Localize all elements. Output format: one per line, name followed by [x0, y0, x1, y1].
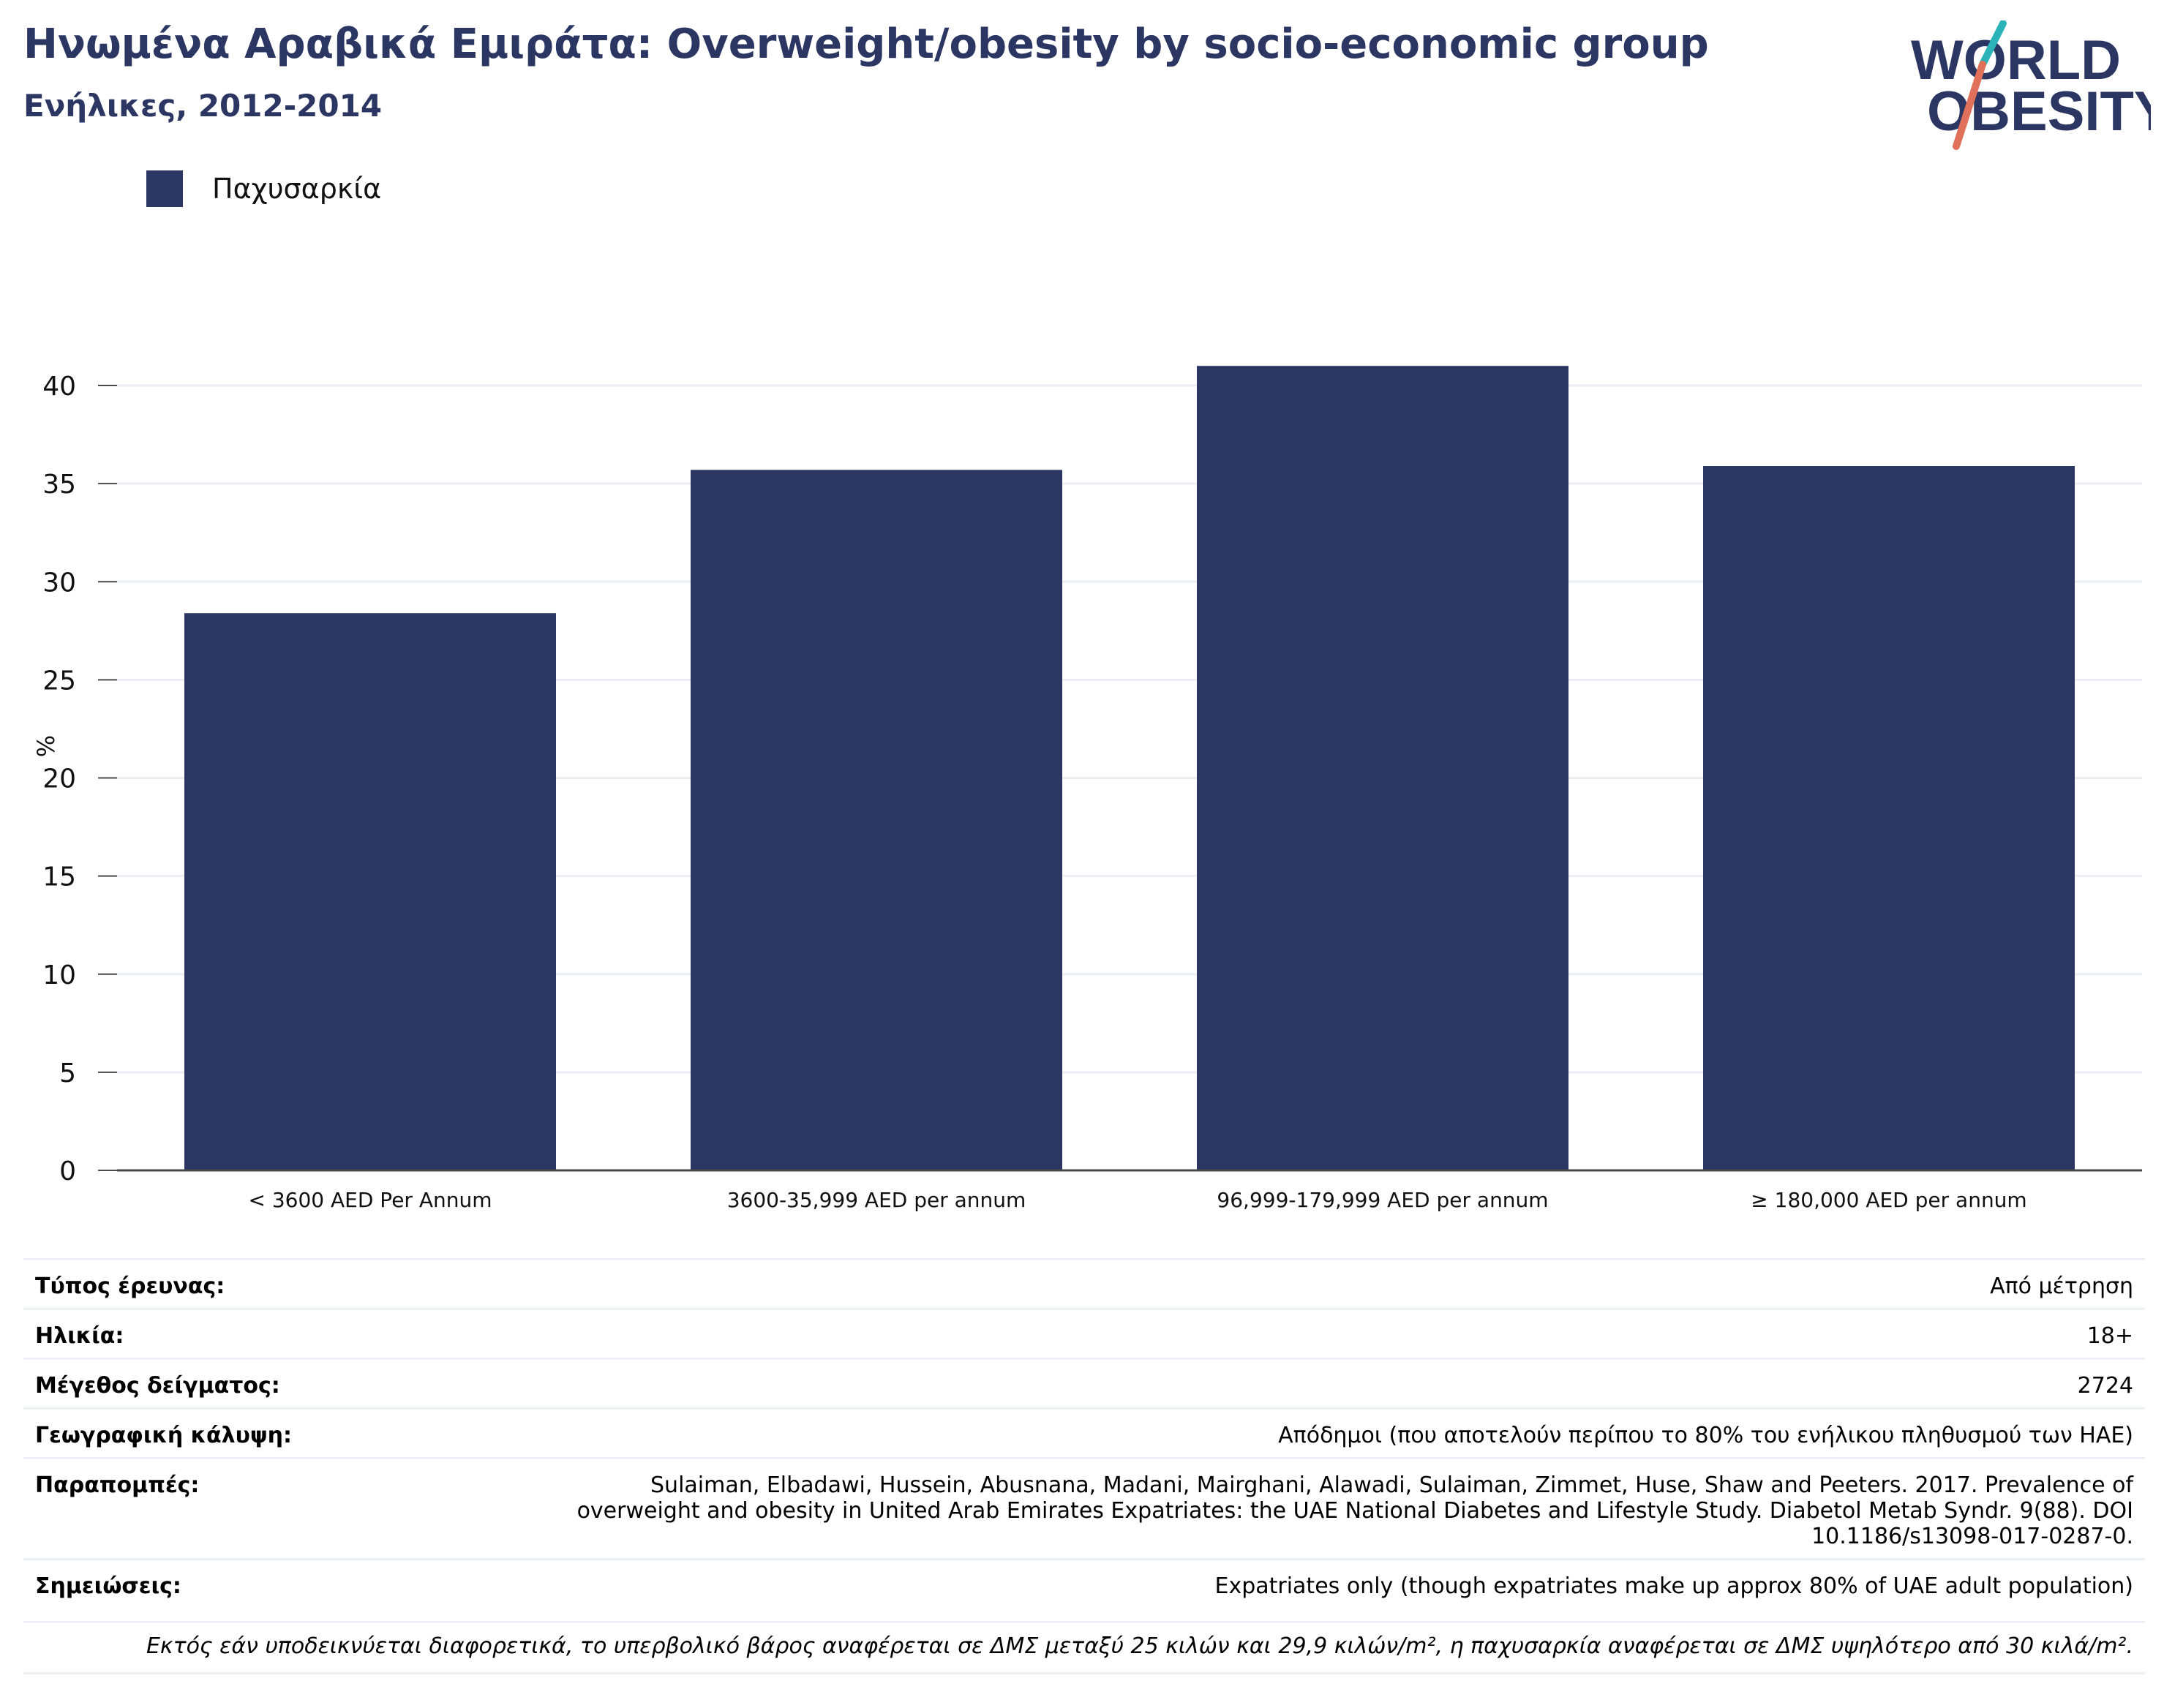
y-tick-label: 0 — [59, 1156, 76, 1186]
bar — [691, 470, 1062, 1170]
metadata-row: Σημειώσεις: Expatriates only (though expa… — [23, 1558, 2145, 1608]
y-tick-label: 15 — [42, 862, 76, 892]
metadata-label: Μέγεθος δείγματος: — [35, 1373, 280, 1399]
y-axis-label: % — [32, 735, 60, 757]
x-tick-label: 3600-35,999 AED per annum — [727, 1188, 1026, 1212]
chart-legend: Παχυσαρκία — [146, 170, 381, 208]
legend-swatch — [146, 170, 183, 207]
bar-chart: 0 5 10 15 20 25 30 35 40% < 3600 AED Per Annum 360… — [32, 366, 2142, 1212]
chart-subtitle: Ενήλικες, 2012-2014 — [23, 88, 383, 124]
y-tick-label: 5 — [59, 1058, 76, 1088]
y-tick-label: 20 — [42, 764, 76, 794]
metadata-row: Μέγεθος δείγματος: 2724 — [23, 1358, 2145, 1407]
metadata-value: Expatriates only (though expatriates mak… — [1214, 1573, 2133, 1599]
y-tick-label: 40 — [42, 372, 76, 402]
bar — [184, 613, 556, 1170]
x-tick-label: ≥ 180,000 AED per annum — [1751, 1188, 2026, 1212]
metadata-value: Απόδημοι (που αποτελούν περίπου το 80% τ… — [1278, 1423, 2133, 1448]
metadata-value: 2724 — [2077, 1373, 2133, 1399]
metadata-label: Σημειώσεις: — [35, 1573, 181, 1599]
metadata-value: Από μέτρηση — [1990, 1274, 2133, 1299]
x-tick-label: < 3600 AED Per Annum — [248, 1188, 492, 1212]
y-tick-label: 25 — [42, 666, 76, 696]
bar — [1197, 366, 1568, 1170]
footnote: Εκτός εάν υποδεικνύεται διαφορετικά, το … — [23, 1621, 2145, 1674]
metadata-label: Ηλικία: — [35, 1323, 124, 1349]
metadata-label: Τύπος έρευνας: — [35, 1274, 225, 1299]
metadata-row: Τύπος έρευνας: Από μέτρηση — [23, 1258, 2145, 1308]
logo-slash-top — [1979, 20, 2007, 68]
legend-label: Παχυσαρκία — [212, 173, 382, 205]
world-obesity-logo: WORLD OBESITY — [1911, 20, 2151, 150]
metadata-label: Γεωγραφική κάλυψη: — [35, 1423, 293, 1448]
metadata-value: 18+ — [2086, 1323, 2133, 1349]
x-tick-label: 96,999-179,999 AED per annum — [1217, 1188, 1548, 1212]
y-tick-label: 35 — [42, 470, 76, 500]
y-tick-label: 10 — [42, 960, 76, 990]
y-tick-label: 30 — [42, 568, 76, 598]
metadata-label: Παραπομπές: — [35, 1472, 200, 1498]
metadata-value: Sulaiman, Elbadawi, Hussein, Abusnana, M… — [576, 1472, 2133, 1549]
chart-title: Ηνωμένα Αραβικά Εμιράτα: Overweight/obes… — [23, 20, 1709, 68]
logo-text-world: WORLD — [1911, 29, 2121, 91]
metadata-table: Τύπος έρευνας: Από μέτρηση Ηλικία: 18+ Μέγεθ… — [23, 1258, 2145, 1608]
metadata-row: Παραπομπές: Sulaiman, Elbadawi, Hussein, … — [23, 1457, 2145, 1558]
logo-slash-bottom — [1953, 61, 1986, 150]
metadata-row: Γεωγραφική κάλυψη: Απόδημοι (που αποτελού… — [23, 1407, 2145, 1457]
bar — [1703, 466, 2075, 1170]
metadata-row: Ηλικία: 18+ — [23, 1308, 2145, 1358]
